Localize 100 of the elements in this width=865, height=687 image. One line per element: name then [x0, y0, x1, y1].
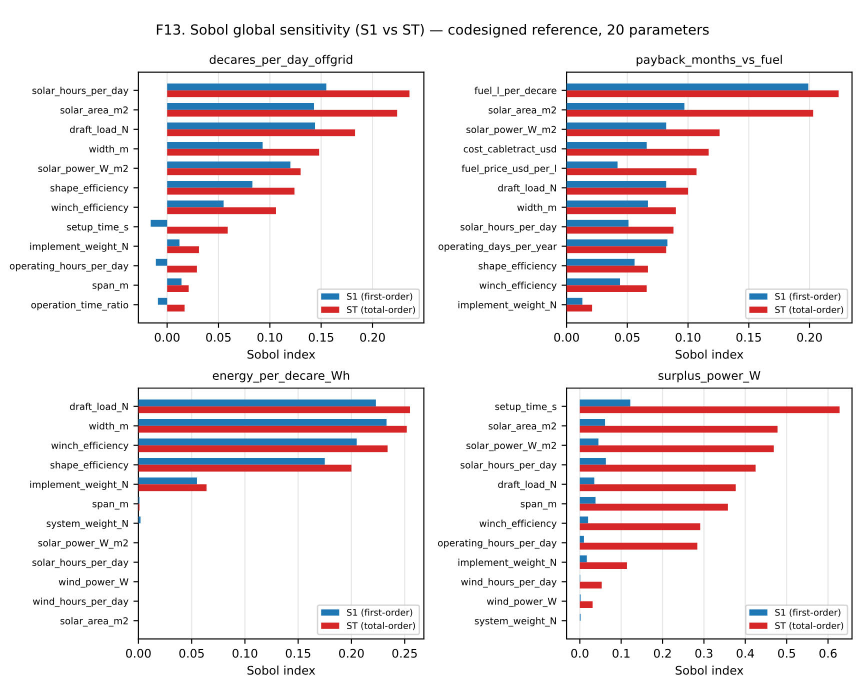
bar [167, 304, 185, 312]
y-tick-label: solar_hours_per_day [460, 223, 557, 233]
y-tick-label: winch_efficiency [480, 520, 557, 530]
bar [566, 90, 839, 98]
legend-label: S1 (first-order) [347, 608, 412, 617]
y-tick-label: width_m [89, 422, 128, 432]
bar [566, 278, 620, 286]
bar [167, 129, 356, 136]
bar [566, 266, 648, 273]
y-tick-label: solar_power_W_m2 [466, 442, 556, 452]
chart-title: energy_per_decare_Wh [212, 370, 350, 383]
y-tick-label: width_m [89, 145, 128, 155]
chart-title: surplus_power_W [658, 370, 760, 383]
legend-label: S1 (first-order) [347, 292, 412, 301]
y-tick-label: operating_hours_per_day [10, 262, 128, 272]
y-tick-label: system_weight_N [46, 520, 128, 530]
y-tick-label: cost_cabletract_usd [464, 145, 556, 155]
bar [580, 484, 736, 492]
x-tick-label: 0.25 [392, 648, 417, 658]
bar [167, 142, 263, 149]
x-tick-label: 0.10 [676, 332, 700, 342]
bar [566, 298, 582, 305]
x-axis-title: Sobol index [248, 350, 316, 359]
y-tick-label: setup_time_s [495, 402, 556, 412]
legend-label: ST (total-order) [347, 622, 415, 630]
y-tick-label: span_m [520, 502, 556, 510]
y-tick-label: wind_power_W [58, 578, 128, 588]
x-axis-title: Sobol index [676, 666, 744, 675]
y-tick-label: implement_weight_N [458, 301, 556, 311]
x-tick-label: 0.10 [232, 648, 258, 658]
bar [167, 148, 320, 156]
y-tick-label: winch_efficiency [480, 282, 557, 292]
x-tick-label: 0.05 [179, 648, 204, 658]
bar [167, 168, 301, 176]
x-tick-label: 0.1 [612, 648, 630, 658]
y-tick-label: shape_efficiency [478, 262, 557, 272]
bar [580, 536, 584, 543]
bar [138, 419, 387, 426]
bar [167, 285, 189, 292]
y-tick-label: draft_load_N [70, 402, 128, 412]
y-tick-label: span_m [92, 502, 128, 510]
legend-label: ST (total-order) [347, 306, 415, 314]
bar [566, 103, 684, 110]
chart-title: payback_months_vs_fuel [636, 54, 782, 67]
bar [580, 496, 596, 504]
y-tick-label: solar_hours_per_day [32, 86, 128, 96]
bar [580, 504, 728, 511]
bar [138, 400, 376, 406]
x-tick-label: 0.4 [736, 648, 754, 658]
bar [580, 542, 698, 550]
x-tick-label: 0.05 [206, 332, 231, 342]
bar [150, 220, 168, 227]
y-tick-label: wind_hours_per_day [461, 578, 557, 588]
bar [580, 419, 606, 426]
bar [167, 188, 294, 195]
bar [138, 477, 197, 484]
bar [580, 406, 840, 414]
bar [156, 258, 168, 266]
y-tick-label: solar_area_m2 [60, 106, 128, 116]
bar [566, 304, 592, 312]
y-tick-label: solar_power_W_m2 [38, 164, 128, 174]
bar [138, 484, 207, 492]
bar [566, 226, 674, 234]
y-tick-label: implement_weight_N [30, 242, 128, 252]
bar [566, 142, 647, 149]
x-tick-label: 0.2 [654, 648, 671, 658]
y-tick-label: solar_power_W_m2 [38, 539, 128, 549]
bar [167, 122, 316, 130]
bar [566, 148, 709, 156]
bar [566, 207, 676, 214]
y-tick-label: implement_weight_N [458, 558, 556, 568]
bar [580, 523, 700, 530]
y-tick-label: implement_weight_N [30, 480, 128, 490]
bar [138, 426, 407, 433]
bar [580, 601, 593, 608]
y-tick-label: fuel_price_usd_per_l [462, 164, 556, 174]
x-tick-label: 0.3 [695, 648, 712, 658]
x-tick-label: 0.00 [154, 332, 180, 342]
bar [167, 207, 276, 214]
bar [566, 129, 720, 136]
bar [167, 103, 314, 110]
x-tick-label: 0.15 [286, 648, 310, 658]
bar [566, 168, 697, 176]
y-tick-label: operating_hours_per_day [438, 539, 557, 549]
legend-label: S1 (first-order) [775, 292, 840, 301]
bar [580, 458, 606, 465]
bar [580, 477, 594, 484]
x-tick-label: 0.00 [126, 648, 151, 658]
legend-label: ST (total-order) [775, 622, 844, 630]
bar [580, 516, 588, 524]
legend-label: ST (total-order) [775, 306, 844, 314]
chart-title: decares_per_day_offgrid [210, 54, 352, 67]
bar [580, 562, 627, 570]
bar [566, 161, 618, 168]
bar [138, 516, 141, 524]
legend-label: S1 (first-order) [775, 608, 840, 617]
x-tick-label: 0.0 [571, 648, 588, 658]
bar [138, 438, 357, 446]
y-tick-label: solar_hours_per_day [32, 558, 128, 568]
y-tick-label: solar_area_m2 [488, 422, 556, 432]
